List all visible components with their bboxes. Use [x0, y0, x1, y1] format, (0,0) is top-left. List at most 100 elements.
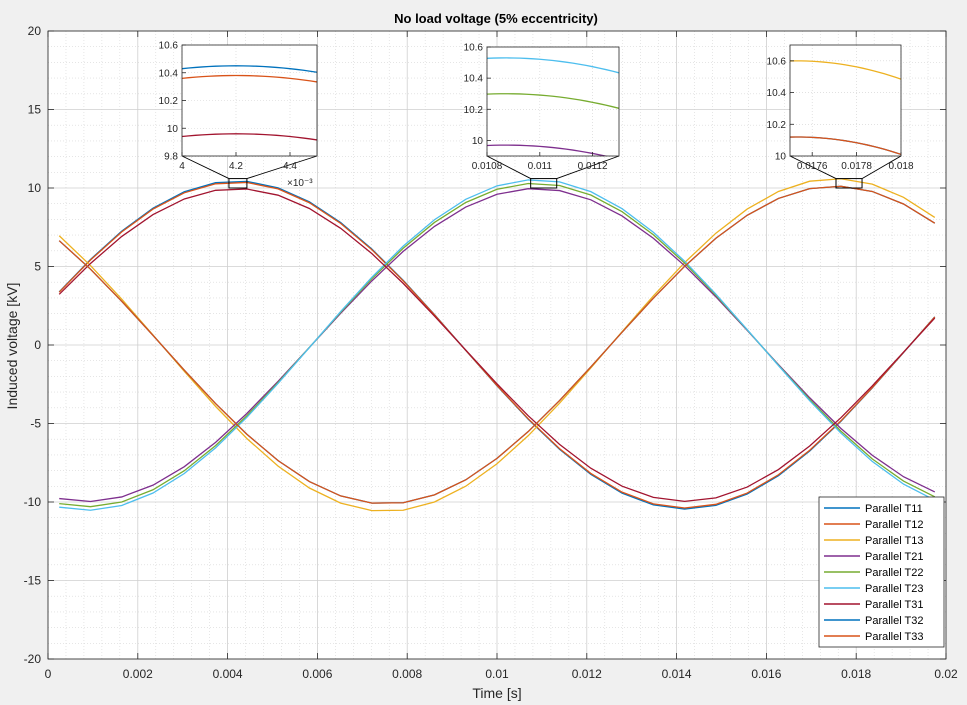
inset-y-tick-label: 9.8 [164, 152, 178, 163]
inset-x-tick-label: 0.018 [888, 161, 913, 172]
series-line-4 [59, 188, 936, 503]
inset-y-tick-label: 10 [167, 124, 179, 135]
inset-lines [790, 60, 901, 156]
legend-label: Parallel T11 [865, 503, 923, 515]
x-tick-label: 0.012 [572, 667, 602, 681]
y-tick-label: 20 [28, 24, 42, 38]
x-tick-label: 0.02 [934, 667, 958, 681]
inset-1: 4 4.2 4.4 9.8 10 10.2 10.4 10.6 ×10⁻³ [159, 41, 318, 189]
legend-item: Parallel T13 [824, 535, 924, 547]
y-axis-label: Induced voltage [kV] [4, 283, 20, 410]
inset-y-tick-label: 10 [775, 152, 787, 163]
legend-item: Parallel T22 [824, 567, 924, 579]
inset-y-tick-label: 10.6 [464, 43, 484, 54]
series-line-2 [58, 181, 936, 509]
x-tick-label: 0.008 [392, 667, 422, 681]
inset-x-tick-label: 4.4 [283, 161, 297, 172]
legend-label: Parallel T32 [865, 615, 924, 627]
zoom-connector [486, 155, 531, 179]
legend-label: Parallel T33 [865, 631, 924, 643]
legend-label: Parallel T12 [865, 519, 924, 531]
zoom-box [530, 178, 558, 189]
inset-lines [182, 65, 317, 141]
legend-label: Parallel T22 [865, 567, 924, 579]
inset-series-line [182, 133, 317, 141]
y-tick-label: 5 [34, 260, 41, 274]
inset-x-tick-label: 0.0176 [797, 161, 828, 172]
zoom-connector [789, 155, 837, 179]
x-tick-label: 0.018 [841, 667, 871, 681]
inset-y-tick-label: 10.2 [767, 120, 787, 131]
legend-item: Parallel T33 [824, 631, 924, 643]
series-lines [58, 178, 936, 512]
legend-item: Parallel T11 [824, 503, 923, 515]
y-tick-label: -5 [30, 417, 41, 431]
inset-x-tick-label: 0.0178 [841, 161, 872, 172]
inset-series-line [790, 136, 901, 156]
zoom-connector [556, 155, 620, 180]
inset-y-tick-label: 10 [472, 136, 484, 147]
y-tick-label: -20 [24, 652, 42, 666]
inset-frame [486, 46, 620, 157]
zoom-box [228, 178, 248, 189]
inset-series-line [487, 57, 619, 74]
x-axis-label: Time [s] [472, 685, 521, 701]
legend-label: Parallel T31 [865, 599, 924, 611]
inset-x-tick-label: 0.0112 [578, 161, 608, 172]
inset-series-line [487, 93, 619, 109]
inset-frame [789, 44, 902, 157]
y-tick-label: -15 [24, 574, 42, 588]
zoom-connector [246, 155, 318, 180]
inset-y-tick-label: 10.6 [159, 41, 179, 52]
inset-x-tick-label: 0.011 [528, 161, 553, 172]
inset-2: 0.0108 0.011 0.0112 10 10.2 10.4 10.6 [464, 43, 620, 172]
x-tick-label: 0.004 [213, 667, 243, 681]
zoom-connector [861, 155, 902, 179]
y-tick-label: 15 [28, 103, 42, 117]
inset-x-tick-label: 4.2 [229, 161, 243, 172]
axis-ticks: 0 0.002 0.004 0.006 0.008 0.01 0.012 0.014 0.016… [24, 24, 958, 681]
chart-title: No load voltage (5% eccentricity) [394, 11, 598, 26]
inset-x-tick-label: 0.0108 [472, 161, 503, 172]
series-line-3 [58, 178, 936, 512]
series-line-9 [58, 185, 936, 504]
inset-y-tick-label: 10.4 [159, 68, 179, 79]
legend-item: Parallel T32 [824, 615, 924, 627]
y-tick-label: 0 [34, 338, 41, 352]
legend: Parallel T11 Parallel T12 Parallel T13 Para… [818, 496, 945, 648]
zoom-connector [181, 155, 230, 179]
x-tick-label: 0.016 [751, 667, 781, 681]
series-line-7 [58, 188, 936, 503]
inset-x-tick-label: 4 [179, 161, 185, 172]
inset-series-line [790, 60, 901, 80]
zoom-boxes [181, 155, 902, 189]
legend-item: Parallel T12 [824, 519, 924, 531]
inset-plots: 4 4.2 4.4 9.8 10 10.2 10.4 10.6 ×10⁻³ 0.0108 0.011… [159, 41, 914, 190]
inset-3: 0.0176 0.0178 0.018 10 10.2 10.4 10.6 [767, 44, 914, 172]
x-tick-label: 0.014 [662, 667, 692, 681]
legend-item: Parallel T31 [824, 599, 924, 611]
inset-y-tick-label: 10.6 [767, 56, 787, 67]
inset-background [487, 47, 619, 156]
inset-y-tick-label: 10.4 [767, 88, 787, 99]
x-tick-label: 0 [45, 667, 52, 681]
x-tick-label: 0.002 [123, 667, 153, 681]
inset-y-tick-label: 10.2 [464, 105, 484, 116]
inset-x-exponent: ×10⁻³ [287, 178, 313, 189]
series-line-6 [59, 179, 936, 511]
legend-item: Parallel T21 [824, 551, 924, 563]
zoom-box [835, 178, 863, 189]
x-tick-label: 0.01 [485, 667, 509, 681]
inset-series-line [182, 74, 317, 83]
inset-series-line [487, 144, 609, 156]
x-tick-label: 0.006 [302, 667, 332, 681]
inset-series-line [182, 65, 317, 73]
y-tick-label: -10 [24, 495, 42, 509]
y-tick-label: 10 [28, 181, 42, 195]
inset-y-tick-label: 10.2 [159, 96, 179, 107]
legend-item: Parallel T23 [824, 583, 924, 595]
inset-lines [487, 57, 619, 156]
inset-y-tick-label: 10.4 [464, 74, 484, 85]
legend-label: Parallel T13 [865, 535, 924, 547]
